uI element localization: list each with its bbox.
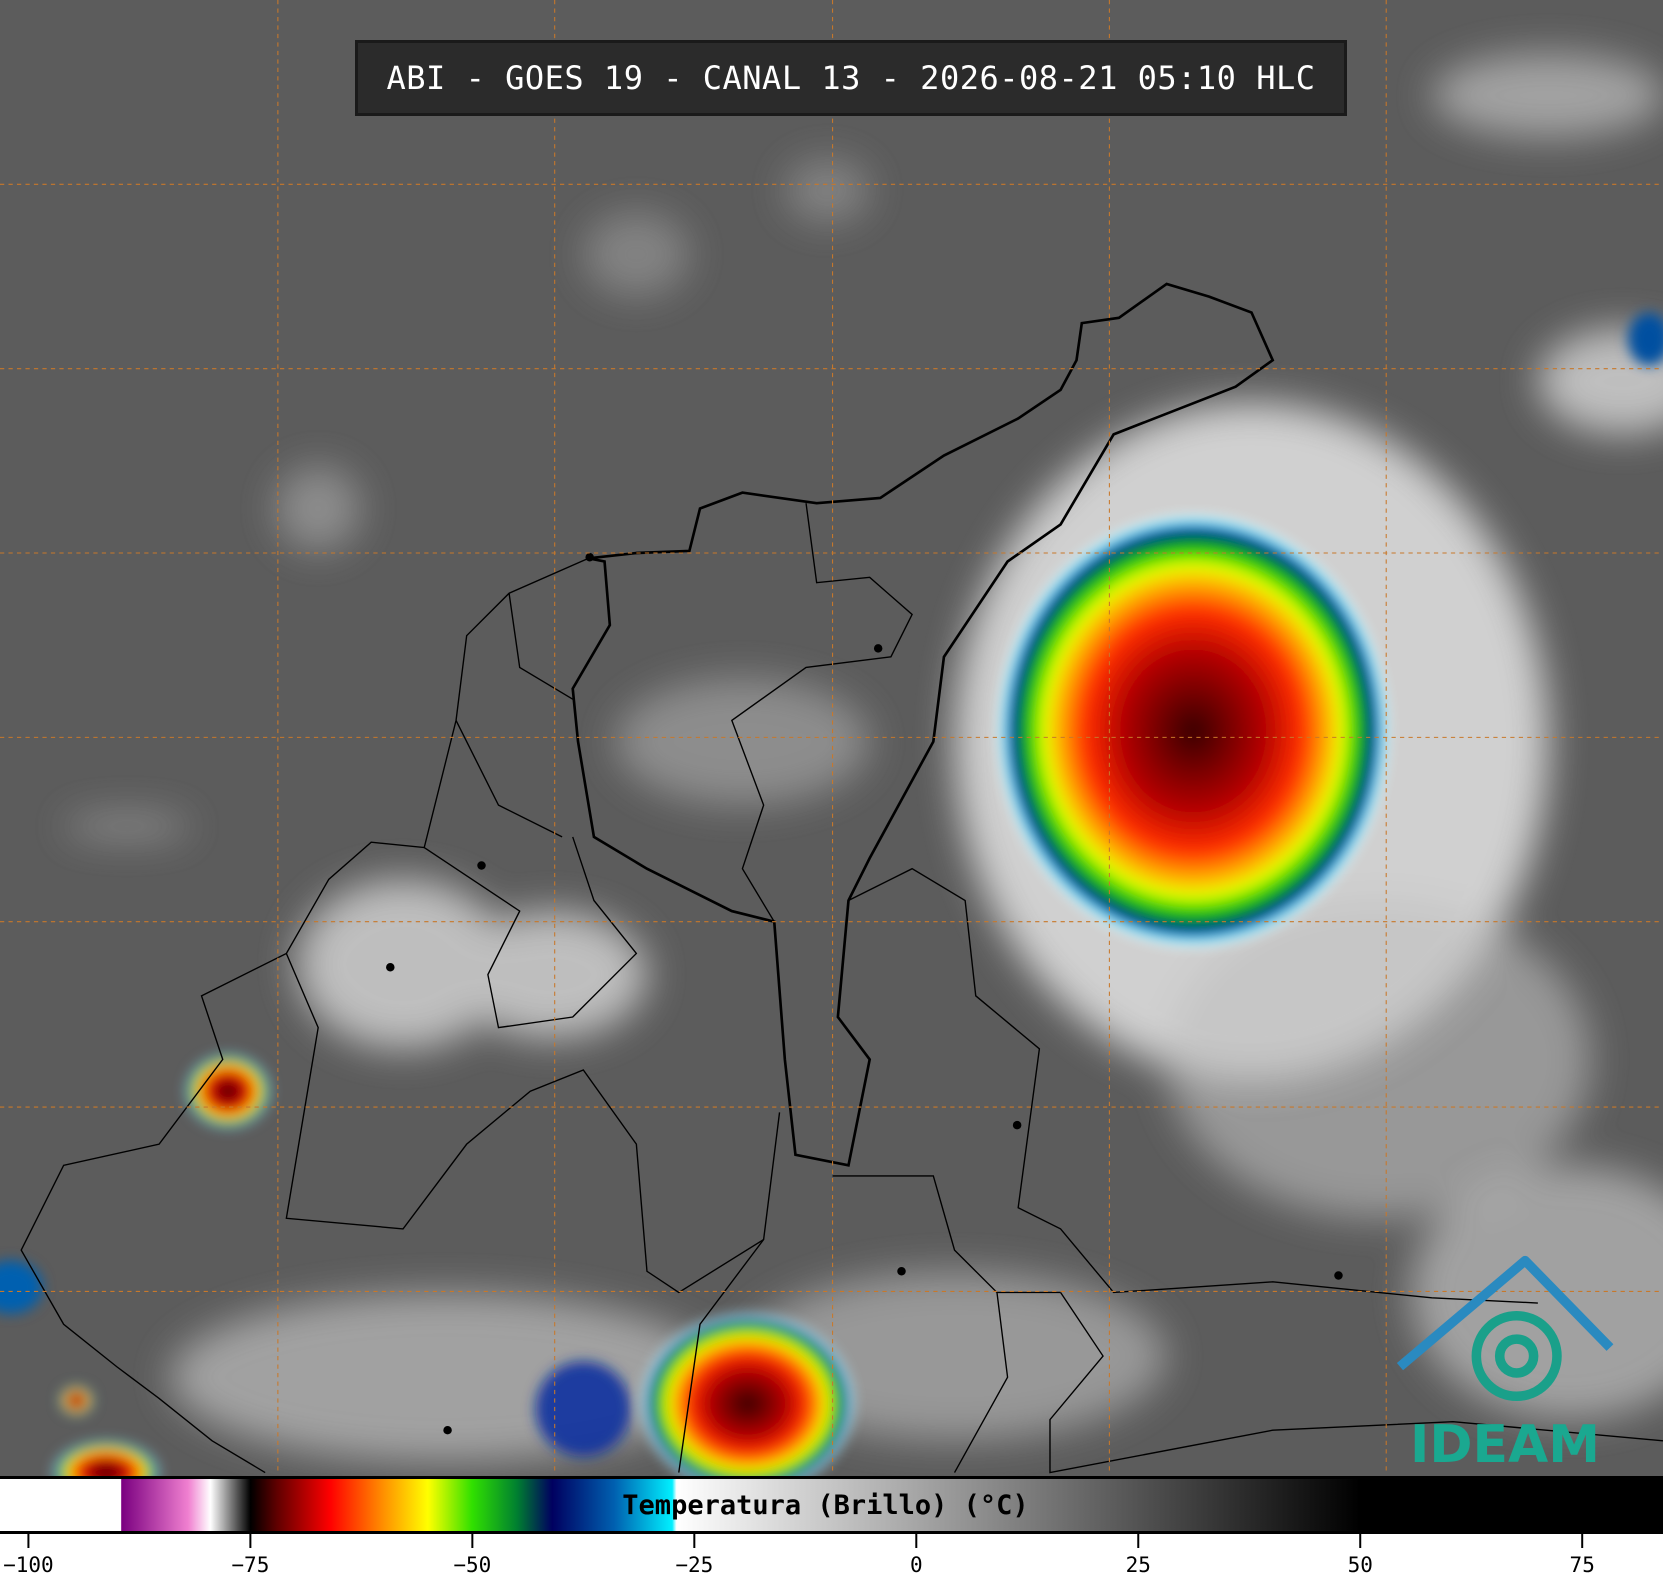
colorbar-axis: −100 −75 −50 −25 0 25 50 75 bbox=[3, 1534, 1595, 1577]
borders bbox=[20, 503, 1663, 1474]
graticule bbox=[0, 0, 1663, 1475]
logo-text: IDEAM bbox=[1410, 1415, 1600, 1475]
colorbar-tick-label: −100 bbox=[3, 1553, 54, 1577]
map-layer bbox=[0, 0, 1663, 1505]
colorbar-tick-label: −75 bbox=[231, 1553, 269, 1577]
convective-cores bbox=[0, 312, 1663, 1505]
coastline bbox=[571, 282, 1275, 1167]
colorbar-tick-label: 75 bbox=[1570, 1553, 1595, 1577]
colorbar-tick-label: 50 bbox=[1348, 1553, 1373, 1577]
colorbar-tick-label: 0 bbox=[910, 1553, 923, 1577]
colorbar-label: Temperatura (Brillo) (°C) bbox=[622, 1490, 1029, 1521]
logo-arch bbox=[1396, 1255, 1614, 1371]
title: ABI - GOES 19 - CANAL 13 - 2026-08-21 05… bbox=[355, 40, 1347, 116]
colorbar-tick-label: −25 bbox=[675, 1553, 713, 1577]
colorbar-tick-label: −50 bbox=[453, 1553, 491, 1577]
colorbar bbox=[0, 1476, 1663, 1534]
cities bbox=[386, 553, 1343, 1435]
colorbar-tick-label: 25 bbox=[1126, 1553, 1151, 1577]
logo-swirl bbox=[1471, 1311, 1562, 1402]
